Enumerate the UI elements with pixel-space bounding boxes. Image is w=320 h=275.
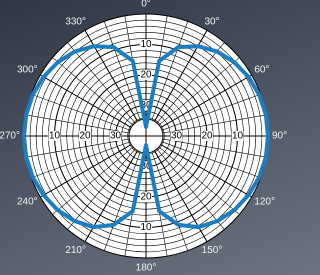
r-tick-label: 10: [140, 39, 152, 50]
r-tick-label: 10: [232, 131, 244, 142]
theta-tick-label: 150°: [202, 245, 223, 256]
r-tick-label: 20: [140, 192, 152, 203]
r-tick-label: 30: [110, 131, 122, 142]
r-tick-label: 10: [140, 222, 152, 233]
theta-tick-label: 90°: [272, 131, 287, 142]
r-tick-label: 10: [49, 131, 61, 142]
theta-tick-label: 60°: [254, 65, 269, 76]
r-tick-label: 20: [79, 131, 91, 142]
theta-tick-label: 30°: [204, 16, 219, 27]
theta-tick-label: 240°: [17, 197, 38, 208]
theta-tick-label: 120°: [254, 197, 275, 208]
theta-tick-label: 300°: [17, 65, 38, 76]
theta-tick-label: 180°: [136, 263, 157, 274]
r-tick-label: 30: [171, 131, 183, 142]
theta-tick-label: 210°: [65, 245, 86, 256]
theta-tick-label: 0°: [141, 0, 151, 10]
theta-tick-label: 330°: [65, 16, 86, 27]
theta-tick-label: 270°: [0, 131, 20, 142]
chart: 0° 30° 60° 90° 120° 150° 180° 210° 240° 270° 300° 3…: [0, 0, 287, 275]
r-tick-label: 20: [140, 70, 152, 81]
page: 0° 30° 60° 90° 120° 150° 180° 210° 240° 270° 300° 3…: [0, 0, 287, 275]
r-tick-label: 20: [201, 131, 213, 142]
